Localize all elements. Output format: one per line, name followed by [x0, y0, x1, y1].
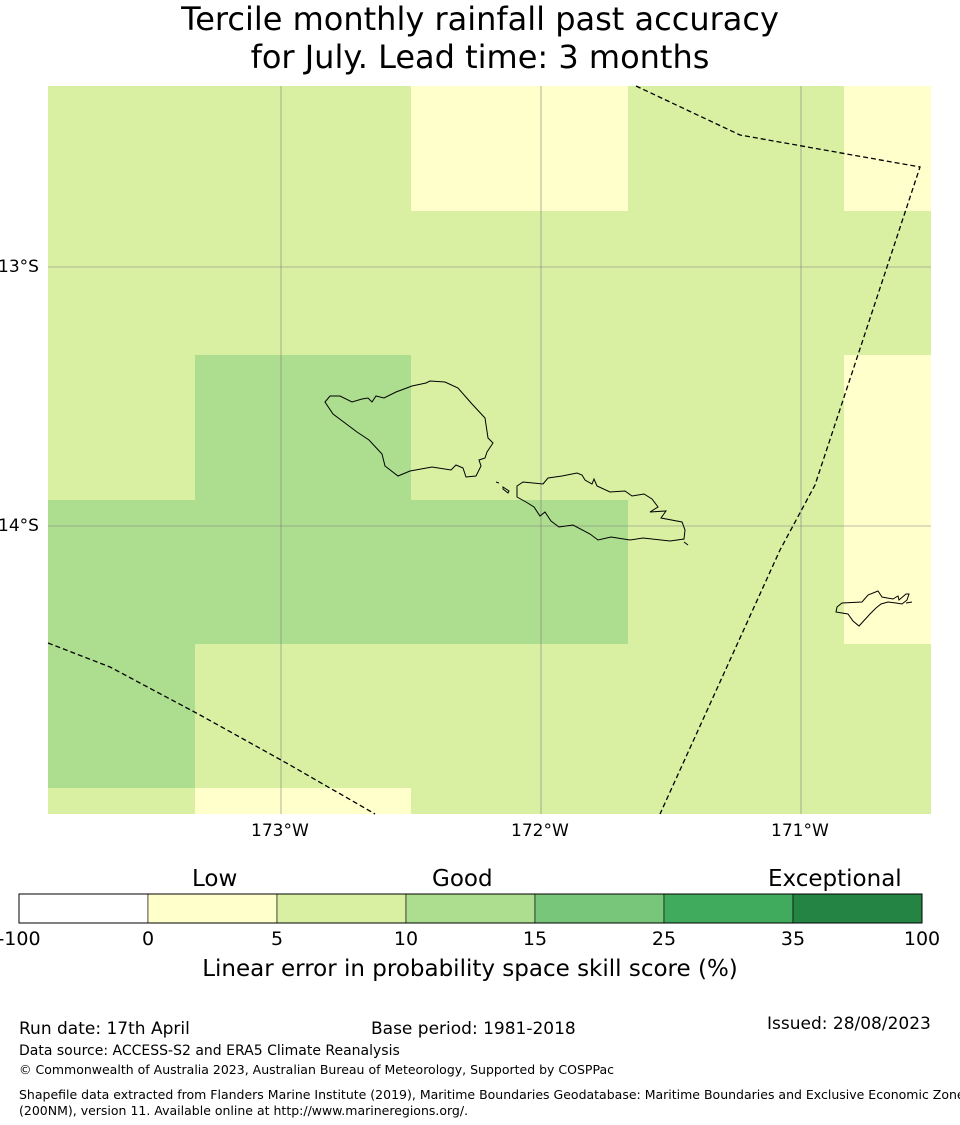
island-upolu — [516, 472, 686, 542]
colorbar-tick: 5 — [270, 928, 284, 950]
colorbar-tick: 15 — [522, 928, 548, 950]
colorbar-category-low: Low — [192, 866, 238, 892]
island-aunuu — [905, 601, 913, 604]
base-period: Base period: 1981-2018 — [371, 1019, 576, 1039]
colorbar-outline — [18, 893, 923, 924]
colorbar-tick: 0 — [141, 928, 155, 950]
lat-label: 13°S — [0, 257, 39, 277]
title-line-1: Tercile monthly rainfall past accuracy — [181, 0, 779, 38]
map-title: Tercile monthly rainfall past accuracy f… — [0, 0, 960, 76]
island-islet — [683, 541, 689, 546]
colorbar-segment — [663, 893, 794, 924]
data-source: Data source: ACCESS-S2 and ERA5 Climate … — [19, 1043, 400, 1059]
colorbar-tick: -100 — [0, 928, 41, 950]
shapefile-credit-2: (200NM), version 11. Available online at… — [19, 1103, 469, 1118]
skill-cell-good — [195, 355, 411, 500]
colorbar-tick: 100 — [903, 928, 941, 950]
run-date: Run date: 17th April — [19, 1019, 190, 1039]
colorbar — [18, 893, 923, 924]
colorbar-tick: 25 — [651, 928, 677, 950]
island-savaii — [324, 380, 494, 478]
colorbar-tick: 10 — [393, 928, 419, 950]
lon-label: 171°W — [771, 821, 829, 841]
colorbar-segment — [147, 893, 278, 924]
lon-label: 173°W — [251, 821, 309, 841]
issued-date: Issued: 28/08/2023 — [767, 1014, 931, 1034]
colorbar-segment — [792, 893, 923, 924]
copyright: © Commonwealth of Australia 2023, Austra… — [19, 1062, 614, 1077]
skill-cell-good — [48, 500, 628, 644]
title-line-2: for July. Lead time: 3 months — [250, 38, 710, 76]
skill-cell-low — [195, 788, 411, 814]
island-apolima — [502, 486, 510, 494]
colorbar-segment — [276, 893, 407, 924]
colorbar-segment — [18, 893, 149, 924]
skill-cell-good — [48, 644, 195, 788]
colorbar-category-exceptional: Exceptional — [768, 866, 902, 892]
colorbar-segment — [405, 893, 536, 924]
eez-boundary-east — [635, 85, 921, 815]
island-tutuila — [835, 590, 910, 627]
colorbar-label: Linear error in probability space skill … — [202, 956, 738, 982]
colorbar-tick: 35 — [780, 928, 806, 950]
colorbar-segment — [534, 893, 665, 924]
shapefile-credit-1: Shapefile data extracted from Flanders M… — [19, 1087, 960, 1102]
colorbar-category-good: Good — [432, 866, 493, 892]
skill-cell-low — [844, 86, 931, 211]
skill-cell-low — [844, 355, 931, 644]
lon-label: 172°W — [511, 821, 569, 841]
skill-cell-low — [411, 86, 628, 211]
lat-label: 14°S — [0, 516, 39, 536]
island-manono — [495, 481, 500, 484]
eez-boundary-southwest — [47, 642, 376, 815]
